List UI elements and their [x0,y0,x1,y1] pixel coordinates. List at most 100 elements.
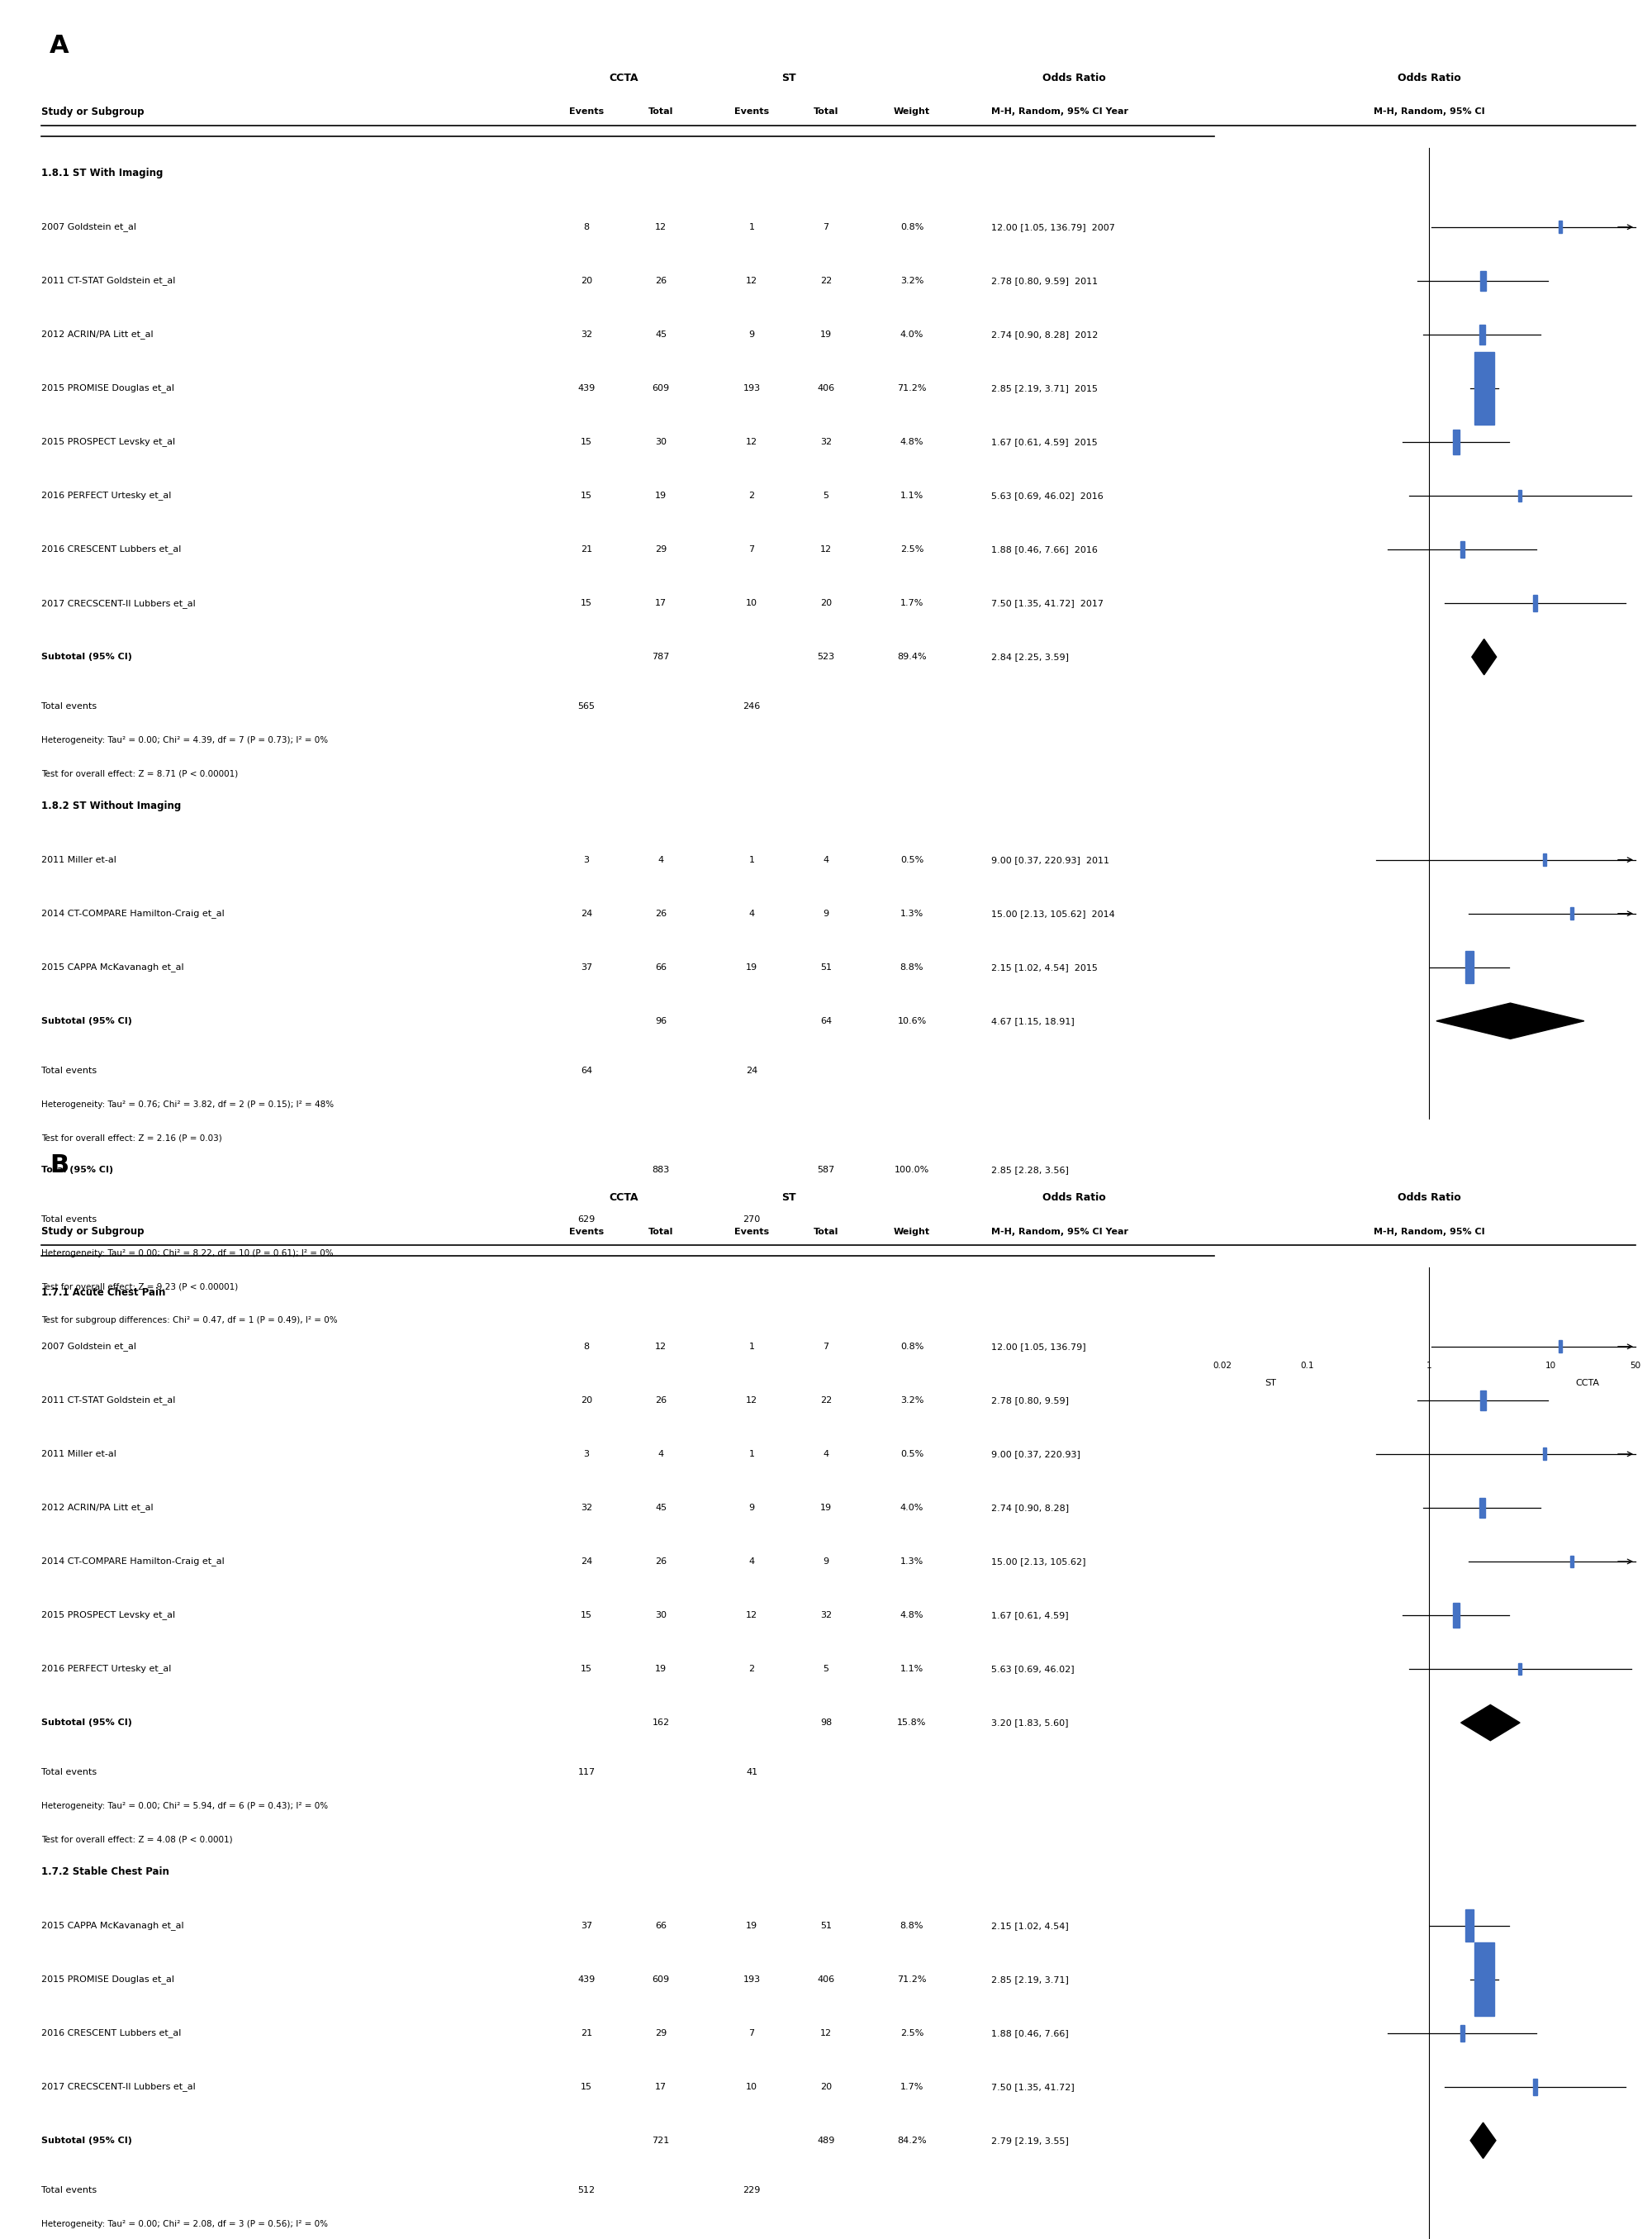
Text: 12: 12 [819,546,833,553]
Text: 19: 19 [819,1505,833,1511]
Text: 9.00 [0.37, 220.93]  2011: 9.00 [0.37, 220.93] 2011 [991,855,1110,864]
Text: 1: 1 [748,855,755,864]
Text: 7: 7 [748,2029,755,2037]
Text: 2015 CAPPA McKavanagh et_al: 2015 CAPPA McKavanagh et_al [41,963,183,972]
Text: 98: 98 [819,1720,833,1726]
Text: Heterogeneity: Tau² = 0.00; Chi² = 5.94, df = 6 (P = 0.43); I² = 0%: Heterogeneity: Tau² = 0.00; Chi² = 5.94,… [41,1802,329,1809]
Text: 1.1%: 1.1% [900,493,923,499]
Text: 9.00 [0.37, 220.93]: 9.00 [0.37, 220.93] [991,1451,1080,1458]
Text: 2: 2 [748,1666,755,1673]
Bar [1480,271,1485,291]
Text: 2.85 [2.28, 3.56]: 2.85 [2.28, 3.56] [991,1167,1069,1173]
Text: 71.2%: 71.2% [897,385,927,392]
Text: 2015 PROSPECT Levsky et_al: 2015 PROSPECT Levsky et_al [41,1610,175,1619]
Text: 270: 270 [743,1216,760,1225]
Polygon shape [1472,1153,1497,1189]
Bar [1480,325,1485,345]
Text: 2012 ACRIN/PA Litt et_al: 2012 ACRIN/PA Litt et_al [41,329,154,338]
Text: 32: 32 [819,439,833,446]
Text: 41: 41 [745,1769,758,1776]
Text: Test for overall effect: Z = 4.08 (P < 0.0001): Test for overall effect: Z = 4.08 (P < 0… [41,1836,233,1843]
Bar [1543,1449,1546,1460]
Text: 3.2%: 3.2% [900,1397,923,1404]
Text: 0.8%: 0.8% [900,1343,923,1350]
Bar [1460,542,1464,558]
Text: 12: 12 [819,2029,833,2037]
Text: 406: 406 [818,385,834,392]
Polygon shape [1460,1704,1520,1740]
Text: 15.00 [2.13, 105.62]  2014: 15.00 [2.13, 105.62] 2014 [991,909,1115,918]
Text: 20: 20 [819,2082,833,2091]
Text: 4.67 [1.15, 18.91]: 4.67 [1.15, 18.91] [991,1017,1074,1025]
Text: Odds Ratio: Odds Ratio [1042,74,1105,83]
Text: 9: 9 [748,1505,755,1511]
Text: 66: 66 [654,1921,667,1930]
Text: Total events: Total events [41,1769,97,1776]
Text: M-H, Random, 95% CI Year: M-H, Random, 95% CI Year [991,1227,1128,1236]
Text: Heterogeneity: Tau² = 0.00; Chi² = 4.39, df = 7 (P = 0.73); I² = 0%: Heterogeneity: Tau² = 0.00; Chi² = 4.39,… [41,737,329,743]
Text: 3: 3 [583,855,590,864]
Text: 2.5%: 2.5% [900,546,923,553]
Text: Test for overall effect: Z = 9.23 (P < 0.00001): Test for overall effect: Z = 9.23 (P < 0… [41,1283,238,1292]
Text: 2011 Miller et-al: 2011 Miller et-al [41,1451,116,1458]
Text: 26: 26 [654,278,667,284]
Text: 2.78 [0.80, 9.59]  2011: 2.78 [0.80, 9.59] 2011 [991,278,1099,284]
Text: 1.1%: 1.1% [900,1666,923,1673]
Text: 2017 CRECSCENT-II Lubbers et_al: 2017 CRECSCENT-II Lubbers et_al [41,2082,195,2091]
Text: Subtotal (95% CI): Subtotal (95% CI) [41,1017,132,1025]
Text: Total: Total [648,107,674,116]
Text: CCTA: CCTA [610,1193,638,1202]
Text: 20: 20 [580,278,593,284]
Text: 523: 523 [818,654,834,661]
Text: 30: 30 [654,1612,667,1619]
Text: 2.78 [0.80, 9.59]: 2.78 [0.80, 9.59] [991,1397,1069,1404]
Text: 50: 50 [1631,1361,1640,1370]
Text: 21: 21 [580,2029,593,2037]
Text: 3.20 [1.83, 5.60]: 3.20 [1.83, 5.60] [991,1720,1069,1726]
Text: 12: 12 [654,224,667,231]
Text: 45: 45 [654,1505,667,1511]
Text: Events: Events [733,107,770,116]
Text: 2.84 [2.25, 3.59]: 2.84 [2.25, 3.59] [991,654,1069,661]
Text: 1.7.1 Acute Chest Pain: 1.7.1 Acute Chest Pain [41,1287,165,1299]
Text: 12.00 [1.05, 136.79]  2007: 12.00 [1.05, 136.79] 2007 [991,224,1115,231]
Bar [1518,490,1521,502]
Text: Study or Subgroup: Study or Subgroup [41,107,144,116]
Text: 10.6%: 10.6% [897,1017,927,1025]
Text: 19: 19 [654,1666,667,1673]
Text: 15: 15 [582,1666,591,1673]
Text: 24: 24 [580,1558,593,1565]
Text: 609: 609 [653,1975,669,1984]
Text: Total (95% CI): Total (95% CI) [41,1167,114,1173]
Text: 19: 19 [745,963,758,972]
Bar [1518,1664,1521,1675]
Text: 1.7%: 1.7% [900,2082,923,2091]
Text: 1.8.1 ST With Imaging: 1.8.1 ST With Imaging [41,168,164,179]
Text: Odds Ratio: Odds Ratio [1042,1193,1105,1202]
Text: 162: 162 [653,1720,669,1726]
Text: CCTA: CCTA [1574,1379,1599,1386]
Text: 4: 4 [823,855,829,864]
Text: 37: 37 [580,1921,593,1930]
Bar [1558,1341,1561,1352]
Text: 1: 1 [748,224,755,231]
Text: 51: 51 [819,963,833,972]
Text: Events: Events [568,1227,605,1236]
Text: Events: Events [568,107,605,116]
Bar [1460,2024,1464,2042]
Text: 1.7%: 1.7% [900,600,923,607]
Bar [1571,1556,1574,1567]
Text: 2015 CAPPA McKavanagh et_al: 2015 CAPPA McKavanagh et_al [41,1921,183,1930]
Text: 26: 26 [654,909,667,918]
Text: 1: 1 [748,1451,755,1458]
Text: 2.15 [1.02, 4.54]  2015: 2.15 [1.02, 4.54] 2015 [991,963,1097,972]
Bar [1543,853,1546,866]
Text: 512: 512 [578,2185,595,2194]
Text: 1: 1 [1426,1361,1432,1370]
Text: 32: 32 [580,331,593,338]
Text: 1.67 [0.61, 4.59]  2015: 1.67 [0.61, 4.59] 2015 [991,439,1097,446]
Text: 84.2%: 84.2% [897,2136,927,2145]
Text: 20: 20 [819,600,833,607]
Text: 0.5%: 0.5% [900,1451,923,1458]
Text: Heterogeneity: Tau² = 0.76; Chi² = 3.82, df = 2 (P = 0.15); I² = 48%: Heterogeneity: Tau² = 0.76; Chi² = 3.82,… [41,1099,334,1108]
